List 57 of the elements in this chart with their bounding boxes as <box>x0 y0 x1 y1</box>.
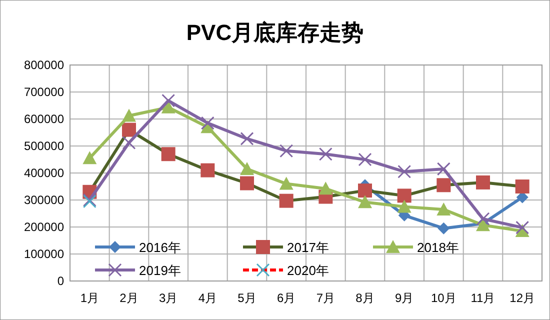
y-tick-label: 200000 <box>24 220 64 234</box>
x-tick-label: 9月 <box>394 291 414 305</box>
point <box>358 195 372 208</box>
point <box>398 164 412 178</box>
point <box>318 182 333 195</box>
legend-label: 2017年 <box>287 240 329 255</box>
x-tick-label: 6月 <box>276 291 296 305</box>
point <box>438 222 450 234</box>
x-tick-label: 4月 <box>198 291 218 305</box>
legend-label: 2018年 <box>417 240 459 255</box>
point <box>200 163 215 178</box>
point <box>162 94 176 108</box>
y-tick-label: 0 <box>57 274 64 288</box>
point <box>200 116 214 130</box>
point <box>516 220 530 234</box>
x-tick-label: 5月 <box>238 291 256 305</box>
x-tick-label: 12月 <box>510 291 536 305</box>
y-tick-label: 700000 <box>24 85 64 99</box>
point <box>358 184 372 198</box>
title: PVC月底库存走势 <box>186 20 364 45</box>
point <box>436 162 450 176</box>
point <box>240 176 254 190</box>
point <box>436 202 451 216</box>
point <box>476 212 490 226</box>
x-tick-label: 2月 <box>120 291 138 305</box>
x-tick-label: 3月 <box>158 291 178 305</box>
point <box>515 180 530 194</box>
legend-label: 2019年 <box>139 263 181 278</box>
x-tick-label: 1月 <box>80 291 100 305</box>
point <box>240 132 254 146</box>
point <box>279 194 294 208</box>
point <box>358 152 372 166</box>
x-tick-label: 8月 <box>356 291 374 305</box>
y-tick-label: 600000 <box>24 112 64 126</box>
point <box>279 176 294 190</box>
point <box>122 108 136 122</box>
y-tick-label: 500000 <box>24 139 64 153</box>
point <box>122 136 136 150</box>
x-tick-label: 7月 <box>316 291 336 305</box>
point <box>397 200 412 213</box>
point <box>397 188 412 203</box>
y-tick-label: 100000 <box>24 247 64 261</box>
legend-label: 2016年 <box>139 240 181 255</box>
x-tick-label: 10月 <box>430 291 456 305</box>
point <box>318 147 332 161</box>
point <box>161 147 176 162</box>
y-tick-label: 400000 <box>24 166 64 180</box>
point <box>476 175 490 190</box>
x-tick-label: 11月 <box>470 291 496 305</box>
y-tick-label: 800000 <box>24 58 64 72</box>
point <box>280 144 294 158</box>
point <box>82 151 97 164</box>
point <box>436 178 451 192</box>
y-tick-label: 300000 <box>24 193 64 207</box>
legend-label: 2020年 <box>287 263 329 278</box>
point <box>240 162 254 175</box>
point <box>122 122 136 137</box>
